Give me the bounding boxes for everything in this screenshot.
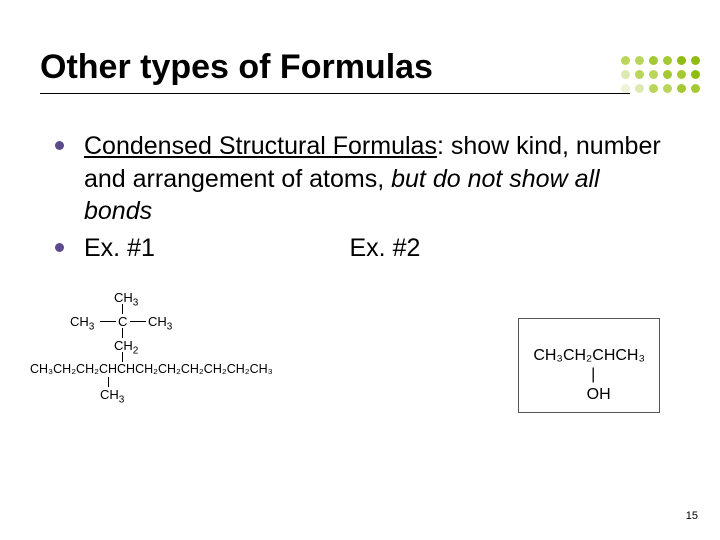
content-area: Condensed Structural Formulas: show kind… — [55, 130, 665, 268]
s1-bottom: CH3 — [100, 387, 124, 406]
dot — [691, 56, 700, 65]
structure-2: CH₃CH₂CHCH₃ | OH — [518, 318, 660, 413]
bullet-2: Ex. #1 Ex. #2 — [55, 232, 665, 265]
bullet-1: Condensed Structural Formulas: show kind… — [55, 130, 665, 228]
s1-r3: CH2 — [114, 338, 138, 357]
s1-line — [122, 352, 123, 362]
dot — [621, 56, 630, 65]
s1-line — [130, 321, 146, 322]
dot — [635, 56, 644, 65]
bullet-dot — [55, 141, 64, 150]
page-number: 15 — [686, 510, 698, 522]
s2-line2: OH — [587, 386, 611, 403]
s2-bar: | — [591, 366, 595, 383]
ex1-label: Ex. #1 — [84, 232, 350, 265]
dot — [677, 84, 686, 93]
slide-title: Other types of Formulas — [40, 48, 630, 94]
dot — [663, 56, 672, 65]
s1-r2r: CH3 — [148, 314, 172, 333]
dot — [635, 84, 644, 93]
dot — [649, 56, 658, 65]
dot — [649, 84, 658, 93]
dot — [663, 84, 672, 93]
s1-line — [100, 321, 116, 322]
dot — [677, 56, 686, 65]
dot — [635, 70, 644, 79]
s1-line — [122, 304, 123, 314]
decorative-dots — [621, 56, 702, 95]
s1-main: CH₃CH₂CH₂CHCHCH₂CH₂CH₂CH₂CH₂CH₃ — [30, 362, 273, 376]
bullet-dot — [55, 243, 64, 252]
dot — [621, 70, 630, 79]
bullet-1-text: Condensed Structural Formulas: show kind… — [84, 130, 665, 228]
dot — [691, 84, 700, 93]
dot — [649, 70, 658, 79]
structure-1: CH3 CH3 C CH3 CH2 CH₃CH₂CH₂CHCHCH₂CH₂CH₂… — [30, 290, 360, 430]
dot — [621, 84, 630, 93]
s2-line1: CH₃CH₂CHCH₃ — [533, 347, 645, 364]
dot — [663, 70, 672, 79]
bullet-1-underlined: Condensed Structural Formulas — [84, 132, 437, 160]
s1-r2c: C — [118, 314, 127, 329]
dot — [691, 70, 700, 79]
dot — [677, 70, 686, 79]
s1-r2l: CH3 — [70, 314, 94, 333]
s1-top: CH3 — [114, 290, 138, 309]
s1-line — [122, 328, 123, 338]
ex2-label: Ex. #2 — [350, 232, 616, 265]
s1-line — [108, 377, 109, 387]
